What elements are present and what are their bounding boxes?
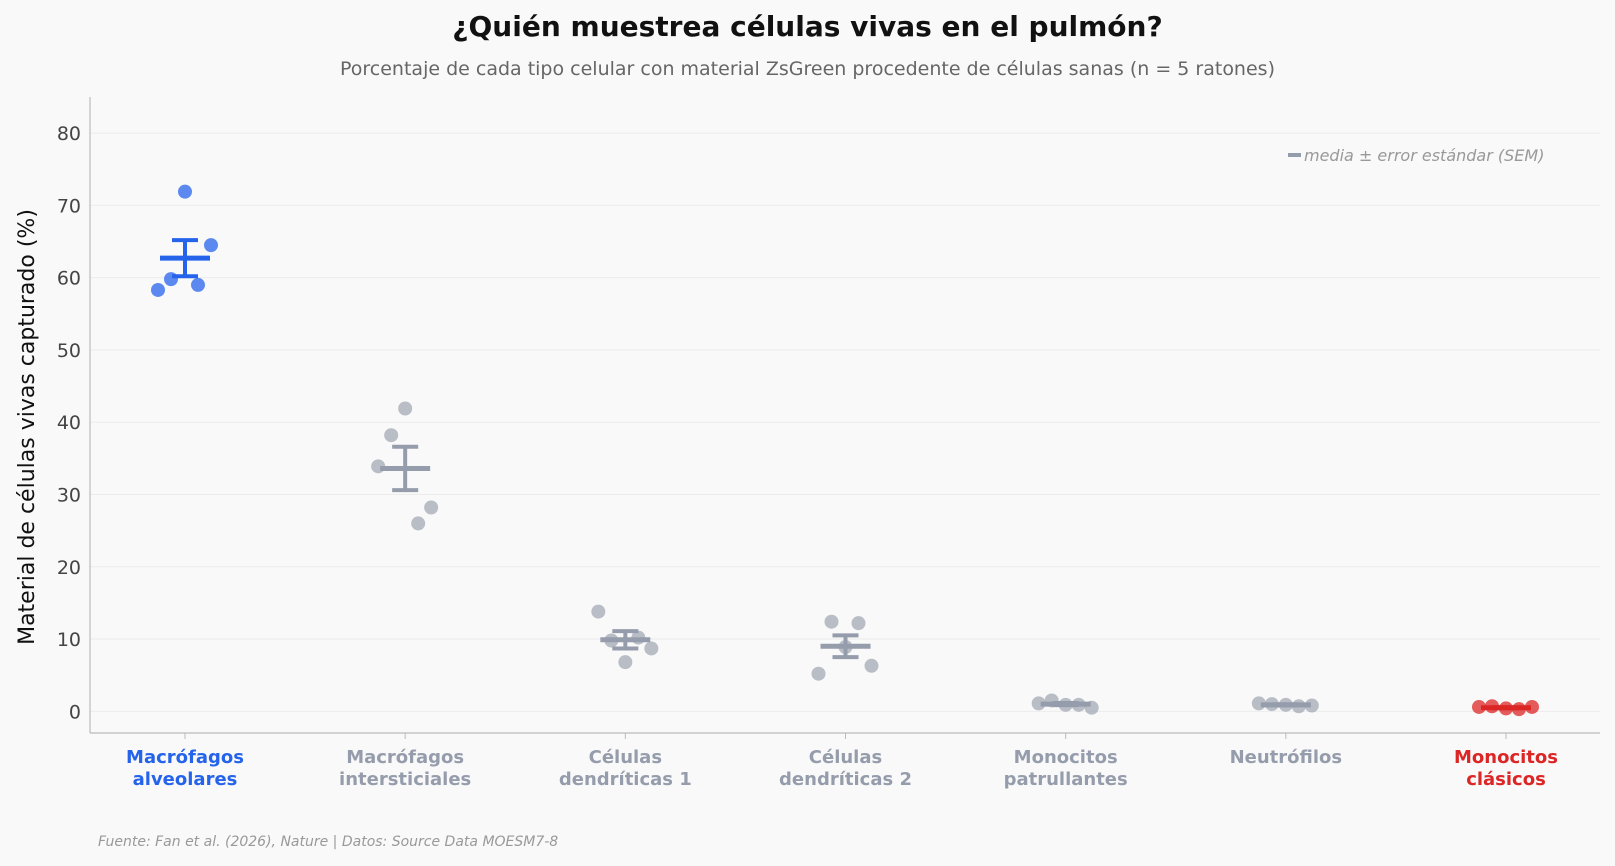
y-axis-label: Material de células vivas capturado (%) [15,209,40,645]
series-group [371,401,439,531]
y-tick-label: 0 [69,701,81,723]
category-label: Monocitos [1014,747,1118,768]
legend: media ± error estándar (SEM) [1288,146,1544,165]
source-footer: Fuente: Fan et al. (2026), Nature | Dato… [98,834,559,850]
series-group [1251,696,1319,714]
y-tick-label: 40 [57,412,81,434]
y-tick-label: 80 [57,123,81,145]
data-point [424,500,439,515]
chart-title: ¿Quién muestrea células vivas en el pulm… [452,10,1163,43]
y-tick-label: 60 [57,268,81,290]
data-point [151,282,165,297]
data-series [151,184,1539,717]
category-label: clásicos [1466,769,1546,790]
category-label: Neutrófilos [1230,747,1343,768]
data-point [1031,696,1046,711]
data-point [1525,699,1539,714]
category-label: Células [589,747,662,768]
data-point [811,666,826,681]
chart-subtitle: Porcentaje de cada tipo celular con mate… [340,58,1275,80]
category-label: Monocitos [1454,747,1558,768]
data-point [398,401,413,416]
data-point [824,614,839,629]
data-point [618,655,633,670]
data-point [644,641,659,656]
y-tick-label: 50 [57,340,81,362]
category-labels: MacrófagosalveolaresMacrófagosinterstici… [126,747,1558,790]
data-point [164,272,178,287]
axes [89,97,1600,739]
series-group [811,614,879,681]
category-label: patrullantes [1004,769,1128,790]
y-tick-labels: 0 10 20 30 40 50 60 70 80 [57,123,81,723]
data-point [864,658,879,673]
data-point [1472,699,1486,714]
category-label: intersticiales [339,769,471,790]
category-label: Macrófagos [346,747,464,768]
category-label: dendríticas 1 [559,769,692,790]
series-group [151,184,218,297]
series-group [1472,699,1539,717]
data-point [384,428,399,443]
category-label: dendríticas 2 [779,769,912,790]
y-tick-label: 20 [57,557,81,579]
data-point [204,238,218,253]
grid-lines [90,132,1600,712]
series-group [591,604,659,670]
category-label: Macrófagos [126,747,244,768]
y-tick-label: 30 [57,485,81,507]
legend-label: media ± error estándar (SEM) [1304,146,1544,165]
data-point [178,184,192,199]
data-point [1304,698,1319,713]
series-group [1031,693,1099,715]
data-point [191,277,205,292]
y-tick-label: 70 [57,195,81,217]
data-point [591,604,606,619]
data-point [411,516,426,531]
category-label: alveolares [133,769,238,790]
y-tick-label: 10 [57,629,81,651]
data-point [851,616,866,631]
category-label: Células [809,747,882,768]
